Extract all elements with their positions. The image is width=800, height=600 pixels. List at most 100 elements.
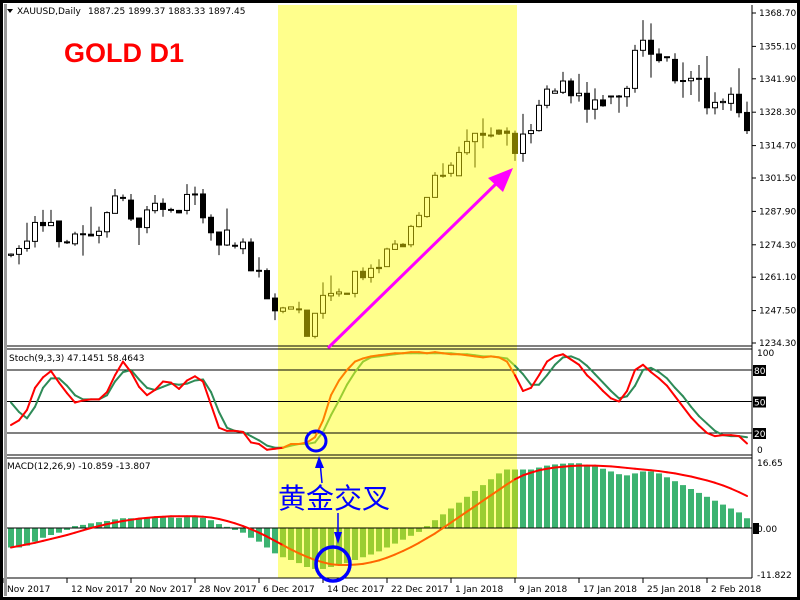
stoch-main-line bbox=[530, 374, 540, 389]
macd-signal-line bbox=[554, 465, 564, 469]
macd-histogram-bar bbox=[72, 526, 78, 528]
macd-signal-line bbox=[458, 510, 468, 519]
candle bbox=[288, 306, 294, 310]
candle-body bbox=[296, 308, 302, 311]
candle bbox=[664, 56, 670, 62]
stoch-signal-line bbox=[706, 422, 716, 432]
candle bbox=[376, 259, 382, 274]
macd-signal-line bbox=[378, 556, 388, 562]
stoch-signal-line bbox=[346, 371, 356, 386]
candle-body bbox=[696, 77, 702, 80]
stoch-main-line bbox=[266, 447, 276, 451]
macd-signal-line bbox=[274, 539, 284, 547]
stoch-main-line bbox=[106, 374, 116, 394]
macd-histogram-bar bbox=[384, 528, 390, 548]
candle bbox=[152, 194, 158, 214]
stoch-main-line bbox=[458, 353, 468, 357]
time-label: 6 Dec 2017 bbox=[263, 585, 315, 595]
stoch-level-box bbox=[753, 365, 766, 376]
candle bbox=[88, 206, 94, 237]
candle-body bbox=[536, 104, 542, 132]
stoch-main-line bbox=[258, 443, 268, 451]
stoch-main-line bbox=[578, 363, 588, 377]
macd-histogram-bar bbox=[520, 469, 526, 528]
stoch-main-line bbox=[178, 379, 188, 390]
stoch-signal-line bbox=[186, 379, 196, 385]
dropdown-triangle-icon[interactable] bbox=[7, 9, 13, 13]
candle-body bbox=[544, 88, 550, 106]
candle bbox=[744, 101, 750, 135]
macd-signal-line bbox=[498, 483, 508, 491]
candle-body bbox=[592, 99, 598, 110]
candle bbox=[672, 53, 678, 84]
macd-histogram-bar bbox=[288, 528, 294, 560]
stoch-signal-line bbox=[690, 405, 700, 418]
macd-signal-line bbox=[642, 468, 652, 472]
stoch-main-line bbox=[474, 355, 484, 359]
macd-histogram-bar bbox=[704, 496, 710, 528]
stoch-main-line bbox=[10, 419, 20, 427]
stoch-level-label: 80 bbox=[754, 367, 766, 377]
candle bbox=[688, 70, 694, 96]
stoch-signal-line bbox=[330, 399, 340, 417]
macd-histogram-bar bbox=[496, 473, 502, 528]
price-tick-label: 1314.70 bbox=[759, 142, 796, 152]
candle bbox=[248, 238, 254, 272]
candle-body bbox=[528, 130, 534, 135]
price-tick-label: 1328.30 bbox=[759, 108, 796, 118]
stoch-main-line bbox=[378, 353, 388, 357]
stoch-signal-line bbox=[602, 381, 612, 392]
macd-histogram-bar bbox=[128, 518, 134, 528]
macd-histogram-bar bbox=[160, 517, 166, 528]
macd-histogram-bar bbox=[232, 528, 238, 530]
candle bbox=[448, 162, 454, 177]
macd-histogram-bar bbox=[544, 465, 550, 528]
macd-histogram-bar bbox=[360, 528, 366, 558]
candle-body bbox=[208, 216, 214, 234]
macd-histogram-bar bbox=[400, 528, 406, 540]
candle-body bbox=[56, 220, 62, 243]
stoch-main-line bbox=[282, 443, 292, 449]
candle-body bbox=[104, 212, 110, 233]
macd-histogram-bar bbox=[424, 526, 430, 528]
macd-histogram-bar bbox=[432, 520, 438, 528]
stoch-level-box bbox=[753, 428, 766, 439]
candle-body bbox=[136, 217, 142, 228]
candle-body bbox=[32, 221, 38, 242]
stoch-main-line bbox=[194, 375, 204, 383]
candle-body bbox=[624, 87, 630, 98]
time-label: 22 Dec 2017 bbox=[391, 585, 449, 595]
price-tick-label: 1234.30 bbox=[759, 339, 796, 349]
macd-signal-line bbox=[490, 488, 500, 497]
macd-signal-line bbox=[474, 499, 484, 508]
candle bbox=[496, 129, 502, 136]
stoch-level-box bbox=[753, 396, 766, 408]
chart-title: GOLD D1 bbox=[64, 38, 184, 68]
stoch-signal-line bbox=[674, 386, 684, 398]
candle-body bbox=[720, 100, 726, 104]
stoch-main-line bbox=[138, 385, 148, 397]
stoch-main-line bbox=[514, 374, 524, 392]
annotation-arrows bbox=[315, 456, 342, 544]
macd-signal-line bbox=[450, 516, 460, 524]
candle-body bbox=[512, 132, 518, 154]
candle-body bbox=[80, 233, 86, 236]
macd-signal-line bbox=[98, 523, 108, 528]
macd-signal-line bbox=[282, 544, 292, 551]
stoch-main-line bbox=[610, 397, 620, 403]
candle bbox=[696, 65, 702, 102]
price-tick-label: 1301.50 bbox=[759, 174, 796, 184]
stoch-signal-line bbox=[338, 383, 348, 402]
macd-histogram-bar bbox=[552, 464, 558, 528]
stoch-signal-line bbox=[474, 354, 484, 358]
macd-signal-line bbox=[610, 465, 620, 469]
macd-histogram-bar bbox=[56, 528, 62, 533]
macd-histogram-bar bbox=[344, 528, 350, 564]
candle bbox=[72, 231, 78, 246]
candle bbox=[400, 243, 406, 248]
macd-histogram-bar bbox=[728, 508, 734, 528]
stoch-signal-line bbox=[210, 391, 220, 413]
candle bbox=[224, 208, 230, 247]
